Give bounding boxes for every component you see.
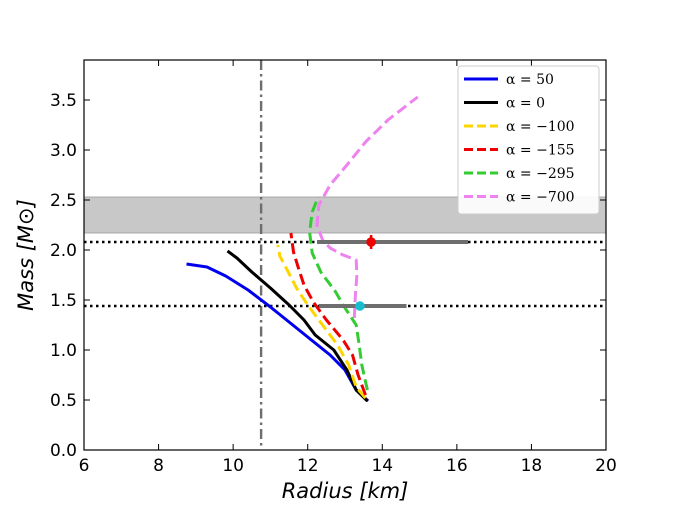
legend-label-4: α = −295 — [506, 166, 575, 182]
x-tick-label-5: 16 — [446, 456, 468, 476]
x-tick-label-3: 12 — [297, 456, 319, 476]
plot-frame — [83, 59, 607, 451]
series-layer — [186, 95, 419, 403]
x-tick-label-2: 10 — [222, 456, 244, 476]
legend-label-3: α = −155 — [506, 143, 575, 159]
y-tick-label-0: 0.0 — [50, 441, 77, 461]
y-tick-label-7: 3.5 — [50, 91, 77, 111]
tick-layer: 6 8 10 12 14 16 18 20 0.0 0.5 1.0 1.5 2.0 2.5 3.0 3.5 — [50, 60, 617, 476]
y-tick-label-4: 2.0 — [50, 241, 77, 261]
y-tick-label-2: 1.0 — [50, 341, 77, 361]
y-axis-label: Mass [M⊙] — [14, 199, 38, 311]
x-tick-label-7: 20 — [595, 456, 617, 476]
reference-lines — [84, 60, 606, 450]
y-tick-label-1: 0.5 — [50, 391, 77, 411]
x-tick-label-1: 8 — [153, 456, 164, 476]
legend-label-1: α = 0 — [506, 96, 545, 112]
series-line-3 — [289, 232, 367, 396]
series-line-5 — [315, 95, 419, 319]
series-line-1 — [226, 249, 369, 403]
series-line-4 — [308, 196, 369, 391]
y-tick-label-3: 1.5 — [50, 291, 77, 311]
y-tick-label-5: 2.5 — [50, 191, 77, 211]
cyan-point-marker — [355, 301, 365, 311]
measurement-layer — [317, 235, 469, 311]
legend-label-0: α = 50 — [506, 72, 554, 88]
y-tick-label-6: 3.0 — [50, 141, 77, 161]
x-axis-label: Radius [km] — [282, 479, 409, 503]
x-tick-label-0: 6 — [79, 456, 90, 476]
x-tick-label-4: 14 — [371, 456, 393, 476]
series-line-2 — [276, 244, 367, 399]
red-point-marker — [366, 237, 376, 247]
legend: α = 50 α = 0 α = −100 α = −155 α = −295 α = −… — [457, 65, 600, 215]
legend-label-2: α = −100 — [506, 119, 575, 135]
x-tick-label-6: 18 — [521, 456, 543, 476]
legend-label-5: α = −700 — [506, 190, 575, 206]
